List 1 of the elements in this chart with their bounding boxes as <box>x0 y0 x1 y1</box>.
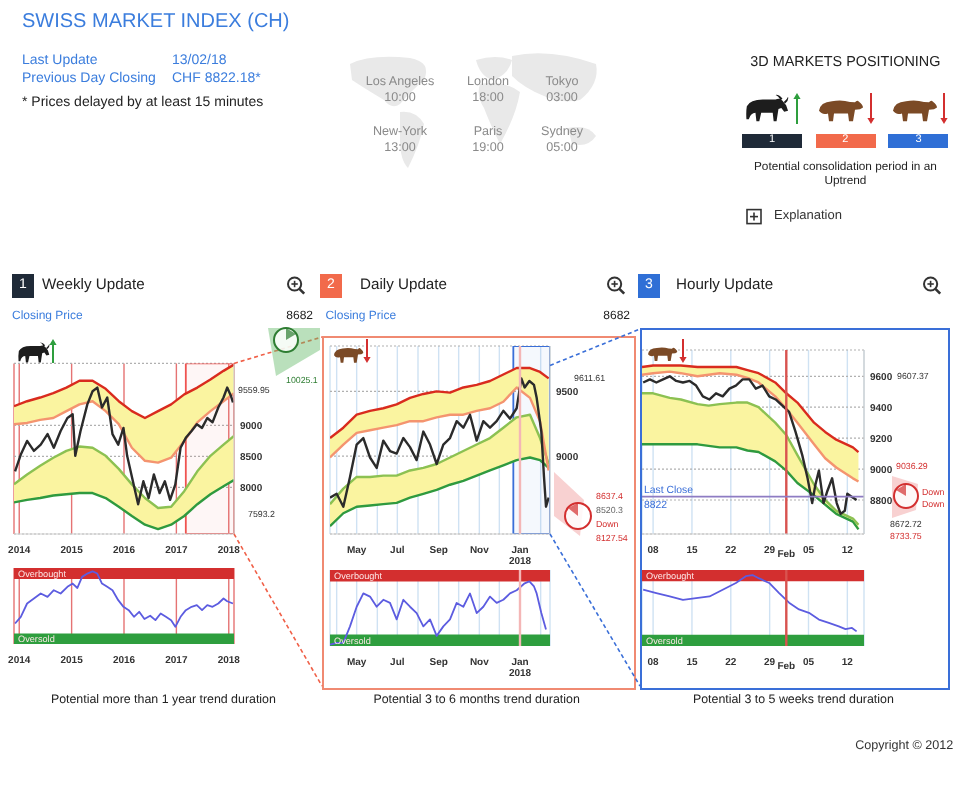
text: SWISS MARKET INDEX (CH) <box>22 10 290 33</box>
